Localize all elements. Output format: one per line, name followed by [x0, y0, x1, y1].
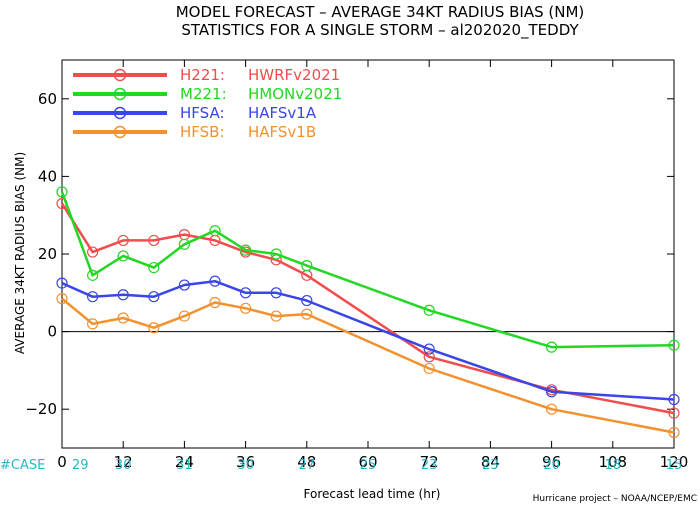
case-count: 30: [115, 458, 132, 473]
legend-entry: M221: HMONv2021: [73, 85, 342, 103]
data-point: [668, 426, 680, 439]
x-tick-label: 108: [598, 453, 627, 471]
data-point: [240, 302, 252, 314]
data-point: [270, 248, 282, 260]
case-count: 23: [482, 458, 499, 473]
series-hwrfv2021: [56, 197, 680, 419]
x-tick-label: 0: [57, 453, 67, 471]
data-point: [301, 260, 313, 272]
chart-subtitle: STATISTICS FOR A SINGLE STORM – al202020…: [181, 21, 579, 40]
data-point: [668, 339, 680, 351]
legend-marker: [113, 68, 127, 82]
data-point: [423, 351, 435, 363]
legend-name: M221:: [180, 85, 227, 103]
case-count: 25: [360, 458, 377, 473]
x-tick-label: 84: [481, 453, 500, 471]
data-point: [148, 261, 160, 274]
data-point: [56, 277, 68, 289]
series-line: [60, 191, 675, 349]
case-count: 15: [666, 458, 683, 473]
case-count: 20: [543, 458, 560, 473]
series-hmonv2021: [56, 186, 680, 353]
data-point: [86, 269, 99, 281]
data-point: [240, 244, 252, 256]
case-count: 18: [605, 458, 622, 473]
x-tick-label: 24: [175, 453, 194, 471]
data-point: [148, 291, 160, 303]
x-tick-label: 60: [358, 453, 377, 471]
data-point: [209, 225, 221, 237]
plot-area: −20 0 20 40 60 0 12 24 36 48 60 72 84 96 108 120 29 30 31 3…: [25, 59, 689, 473]
series-hafsv1b: [56, 293, 680, 439]
data-point: [209, 296, 221, 309]
legend-marker: [113, 125, 127, 139]
data-point: [178, 310, 190, 322]
x-tick-label: 120: [660, 453, 689, 471]
legend-entry: H221: HWRFv2021: [73, 66, 340, 84]
y-tick-label: −20: [25, 400, 57, 418]
data-point: [668, 407, 680, 419]
data-point: [545, 403, 558, 415]
case-count: 31: [176, 458, 193, 473]
x-tick-label: 48: [297, 453, 316, 471]
x-tick-label: 96: [542, 453, 561, 471]
y-axis-label: AVERAGE 34KT RADIUS BIAS (NM): [13, 152, 27, 354]
legend-entry: HFSB: HAFSv1B: [73, 123, 316, 141]
y-tick-label: 0: [47, 323, 57, 341]
legend-desc: HAFSv1A: [248, 104, 317, 122]
data-point: [301, 308, 313, 320]
legend-desc: HWRFv2021: [248, 66, 340, 84]
legend-name: H221:: [180, 66, 225, 84]
case-count: 29: [72, 458, 89, 473]
data-point: [86, 318, 99, 330]
legend-marker: [113, 87, 127, 101]
x-tick-label: 12: [114, 453, 133, 471]
data-point: [148, 322, 160, 334]
data-point: [86, 291, 99, 303]
data-point: [86, 246, 99, 258]
data-point: [178, 238, 190, 250]
data-point: [117, 250, 129, 262]
plot-frame: [61, 59, 675, 449]
data-point: [117, 289, 129, 301]
legend-entry: HFSA: HAFSv1A: [73, 104, 317, 122]
data-point: [545, 386, 558, 398]
legend-marker: [113, 106, 127, 120]
data-point: [117, 312, 129, 324]
data-point: [56, 293, 68, 305]
data-point: [545, 341, 558, 353]
case-label: #CASE: [0, 458, 45, 473]
case-count: 27: [299, 458, 316, 473]
data-point: [301, 294, 313, 307]
series-line: [61, 297, 675, 434]
data-point: [668, 393, 680, 406]
x-tick-label: 72: [420, 453, 439, 471]
data-point: [423, 362, 435, 375]
data-point: [240, 287, 252, 299]
legend-name: HFSA:: [180, 104, 225, 122]
series-hafsv1a: [56, 275, 680, 406]
data-point: [270, 310, 282, 322]
data-point: [209, 275, 221, 287]
data-point: [117, 234, 129, 247]
data-point: [56, 186, 68, 198]
data-point: [270, 287, 282, 299]
legend-name: HFSB:: [180, 123, 225, 141]
chart-title: MODEL FORECAST – AVERAGE 34KT RADIUS BIA…: [176, 3, 585, 21]
case-count: 30: [237, 458, 254, 473]
case-count: 23: [421, 458, 438, 473]
data-point: [423, 343, 435, 355]
data-point: [178, 279, 190, 291]
x-tick-label: 36: [236, 453, 255, 471]
credit-text: Hurricane project – NOAA/NCEP/EMC: [533, 494, 697, 504]
y-tick-label: 40: [38, 167, 57, 185]
legend-desc: HMONv2021: [248, 85, 342, 103]
x-axis-label: Forecast lead time (hr): [304, 487, 441, 501]
y-tick-label: 60: [38, 90, 57, 108]
data-point: [148, 234, 160, 247]
data-point: [423, 304, 435, 316]
y-tick-label: 20: [38, 245, 57, 263]
legend-desc: HAFSv1B: [248, 123, 316, 141]
